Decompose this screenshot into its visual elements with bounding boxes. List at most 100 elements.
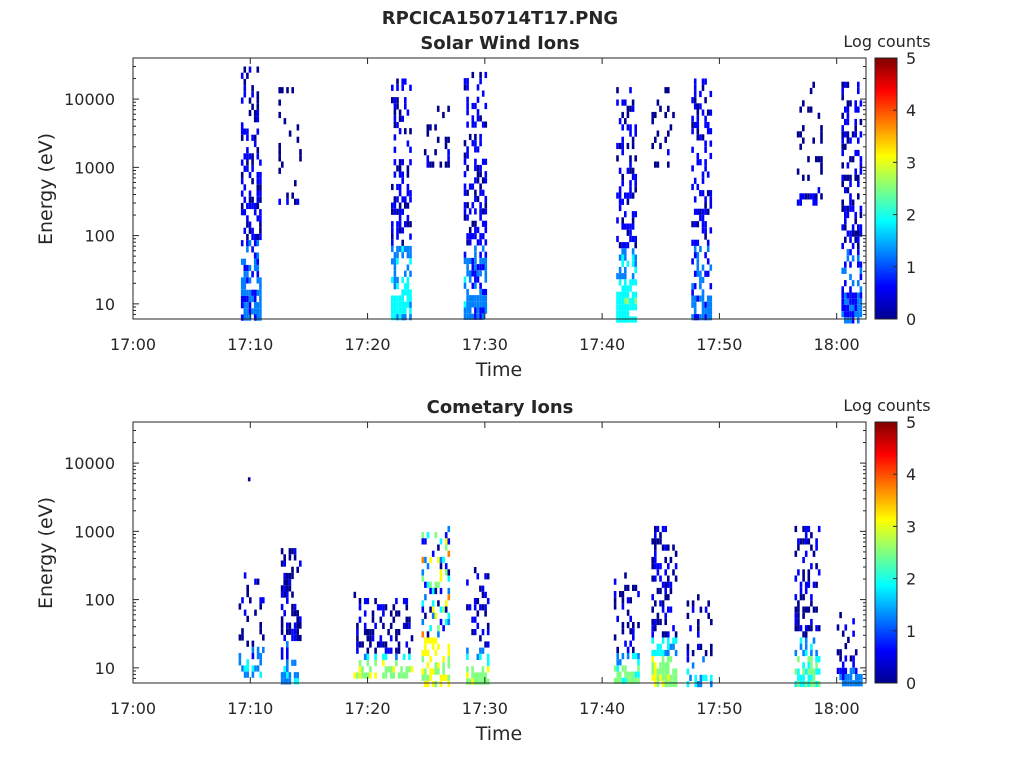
heatmap-cell [474, 276, 477, 283]
heatmap-cell [356, 641, 359, 648]
heatmap-cell [669, 674, 673, 681]
heatmap-cell [802, 575, 805, 582]
heatmap-cell [859, 261, 863, 268]
heatmap-cell [659, 643, 662, 650]
heatmap-cell [626, 297, 630, 305]
heatmap-cell [710, 681, 713, 688]
heatmap-cell [447, 575, 451, 582]
heatmap-cell [691, 239, 694, 246]
heatmap-cell [447, 612, 451, 619]
heatmap-cell [624, 192, 627, 199]
heatmap-cell [810, 625, 813, 632]
heatmap-cell [629, 180, 632, 187]
heatmap-cell [293, 622, 297, 629]
heatmap-cell [286, 678, 289, 685]
heatmap-cell [246, 240, 249, 247]
heatmap-cell [238, 634, 242, 641]
colorbar-tick-label: 3 [906, 153, 916, 172]
heatmap-cell [479, 208, 482, 215]
heatmap-cell [667, 680, 670, 688]
heatmap-cell [693, 239, 697, 246]
heatmap-cell [794, 606, 798, 613]
heatmap-cell [697, 619, 700, 626]
heatmap-cell [382, 672, 385, 679]
heatmap-cell [393, 283, 397, 290]
heatmap-cell [651, 142, 654, 150]
heatmap-cell [857, 149, 860, 157]
heatmap-cell [406, 289, 410, 296]
heatmap-cell [466, 666, 469, 673]
heatmap-cell [424, 637, 427, 644]
heatmap-cell [631, 173, 635, 181]
heatmap-cell [393, 276, 397, 284]
heatmap-cell [371, 635, 375, 642]
heatmap-cell [674, 668, 678, 675]
heatmap-cell [471, 233, 475, 240]
x-tick-label: 18:00 [814, 335, 860, 354]
heatmap-cell [631, 136, 635, 143]
heatmap-cell [434, 612, 438, 619]
heatmap-cell [240, 190, 244, 197]
colorbar [874, 421, 898, 684]
heatmap-cell [401, 227, 404, 234]
heatmap-cell [243, 295, 247, 303]
heatmap-cell [256, 578, 260, 585]
heatmap-cell [281, 161, 284, 168]
heatmap-cell [278, 149, 281, 156]
heatmap-cell [701, 307, 705, 315]
heatmap-cell [463, 301, 467, 308]
heatmap-cell [696, 221, 700, 228]
heatmap-cell [624, 310, 627, 317]
heatmap-cell [476, 177, 480, 184]
heatmap-cell [291, 634, 294, 642]
heatmap-cell [634, 279, 637, 286]
heatmap-cell [851, 298, 855, 305]
heatmap-cell [431, 612, 435, 619]
heatmap-cell [632, 677, 635, 684]
heatmap-cell [616, 217, 619, 224]
heatmap-cell [699, 134, 702, 141]
heatmap-cell [656, 538, 660, 545]
heatmap-cell [286, 653, 289, 660]
heatmap-cell [476, 276, 480, 283]
heatmap-cell [387, 666, 390, 673]
colorbar-tick-label: 0 [906, 674, 916, 693]
heatmap-cell [802, 525, 805, 533]
heatmap-cell [484, 102, 488, 110]
heatmap-cell [672, 674, 675, 681]
heatmap-cell [259, 628, 262, 635]
heatmap-cell [395, 653, 398, 660]
heatmap-cell [481, 666, 485, 673]
heatmap-cell [841, 149, 844, 157]
panel-title: Cometary Ions [427, 397, 574, 418]
heatmap-cell [391, 183, 394, 191]
heatmap-cell [479, 264, 482, 271]
heatmap-cell [634, 260, 637, 267]
x-tick-label: 17:10 [227, 335, 273, 354]
heatmap-cell [691, 650, 695, 657]
colorbar-tick-label: 1 [906, 622, 916, 641]
heatmap-cell [404, 270, 407, 277]
heatmap-cell [854, 304, 857, 312]
heatmap-cell [484, 573, 487, 580]
heatmap-cell [406, 221, 410, 228]
heatmap-cell [426, 674, 430, 681]
heatmap-cell [849, 292, 852, 299]
heatmap-cell [661, 656, 665, 663]
heatmap-cell [253, 134, 257, 141]
heatmap-cell [396, 307, 399, 315]
heatmap-cell [804, 680, 808, 688]
heatmap-cell [631, 217, 635, 224]
heatmap-cell [384, 666, 388, 673]
heatmap-cell [849, 249, 852, 256]
heatmap-cell [253, 295, 257, 303]
heatmap-cell [613, 591, 617, 598]
heatmap-cell [476, 195, 480, 203]
heatmap-cell [629, 285, 632, 292]
heatmap-cell [664, 662, 667, 669]
heatmap-cell [701, 314, 705, 321]
heatmap-cell [429, 581, 432, 588]
heatmap-cell [479, 115, 482, 122]
heatmap-cell [484, 591, 487, 598]
